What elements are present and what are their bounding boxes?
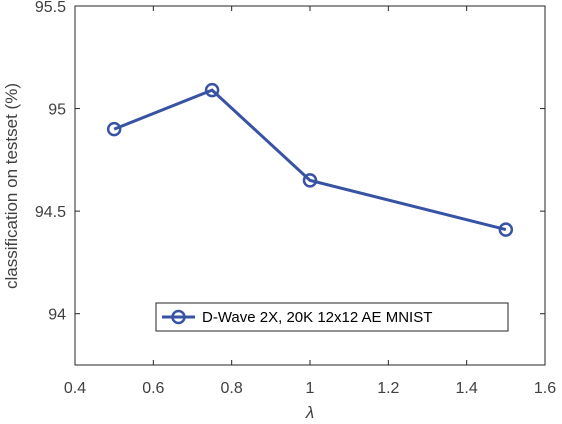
legend: D-Wave 2X, 20K 12x12 AE MNIST [155, 302, 509, 332]
x-tick-label: 1.4 [456, 380, 478, 397]
axis-ticks [74, 5, 546, 365]
data-point [204, 82, 220, 98]
y-tick-labels: 94 94.5 95 95.5 [35, 0, 66, 324]
data-point [498, 222, 514, 237]
legend-marker [171, 309, 186, 325]
data-point [302, 173, 318, 188]
x-tick-label: 1.6 [534, 380, 556, 397]
y-tick-label: 94.5 [35, 204, 66, 221]
x-tick-label: 0.4 [64, 380, 86, 397]
x-axis-label: λ [305, 403, 314, 422]
x-tick-label: 1 [306, 380, 315, 397]
series-line [113, 88, 507, 232]
x-tick-label: 1.2 [377, 380, 399, 397]
y-tick-label: 94 [48, 307, 66, 324]
series-layer [106, 82, 514, 237]
x-tick-label: 0.6 [142, 380, 164, 397]
legend-box [155, 302, 509, 332]
x-tick-label: 0.8 [221, 380, 243, 397]
legend-label: D-Wave 2X, 20K 12x12 AE MNIST [202, 309, 432, 326]
y-tick-label: 95.5 [35, 0, 66, 16]
data-point [106, 121, 122, 137]
x-tick-labels: 0.4 0.6 0.8 1 1.2 1.4 1.6 [64, 380, 556, 397]
y-axis-label: classification on testset (%) [2, 83, 21, 289]
y-tick-label: 95 [48, 102, 66, 119]
